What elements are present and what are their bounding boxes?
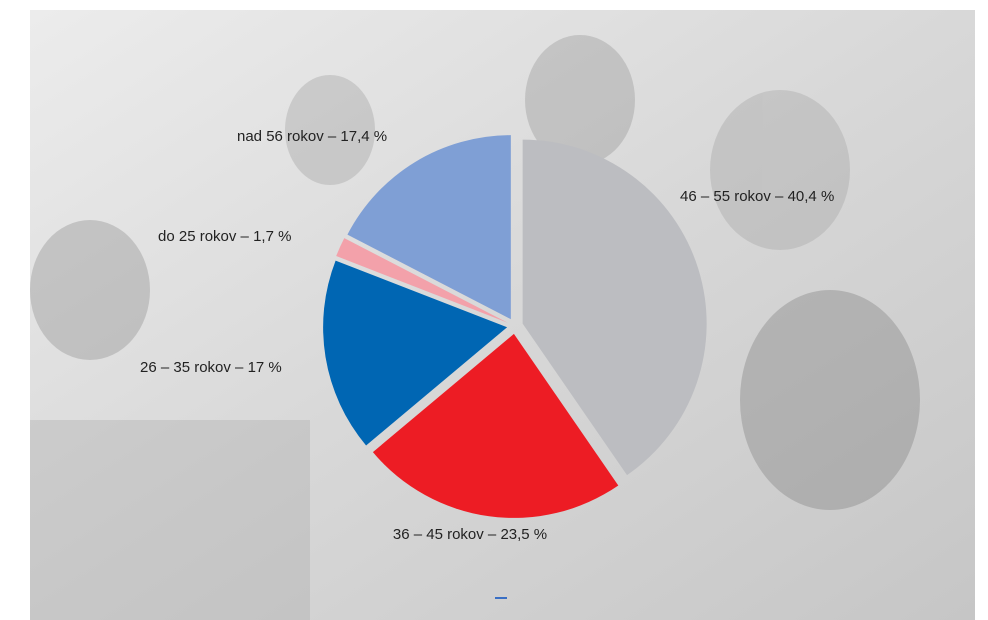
slice-label: 26 – 35 rokov – 17 % <box>140 359 282 376</box>
category-label: nad 56 rokov – <box>237 128 337 145</box>
category-label: 46 – 55 rokov – <box>680 188 784 205</box>
slice-label: nad 56 rokov – 17,4 % <box>237 128 387 145</box>
value-label: 23,5 % <box>500 526 547 543</box>
slice-label: do 25 rokov – 1,7 % <box>158 228 291 245</box>
category-label: 26 – 35 rokov – <box>140 359 244 376</box>
value-label: 1,7 % <box>253 228 291 245</box>
slice-label: 36 – 45 rokov – 23,5 % <box>393 526 547 543</box>
value-label: 40,4 % <box>788 188 835 205</box>
category-label: 36 – 45 rokov – <box>393 526 497 543</box>
chart: 46 – 55 rokov – 40,4 % 36 – 45 rokov – 23… <box>0 0 988 620</box>
slice-label: 46 – 55 rokov – 40,4 % <box>680 188 834 205</box>
value-label: 17,4 % <box>340 128 387 145</box>
value-label: 17 % <box>248 359 282 376</box>
category-label: do 25 rokov – <box>158 228 250 245</box>
decor-line <box>495 597 507 599</box>
